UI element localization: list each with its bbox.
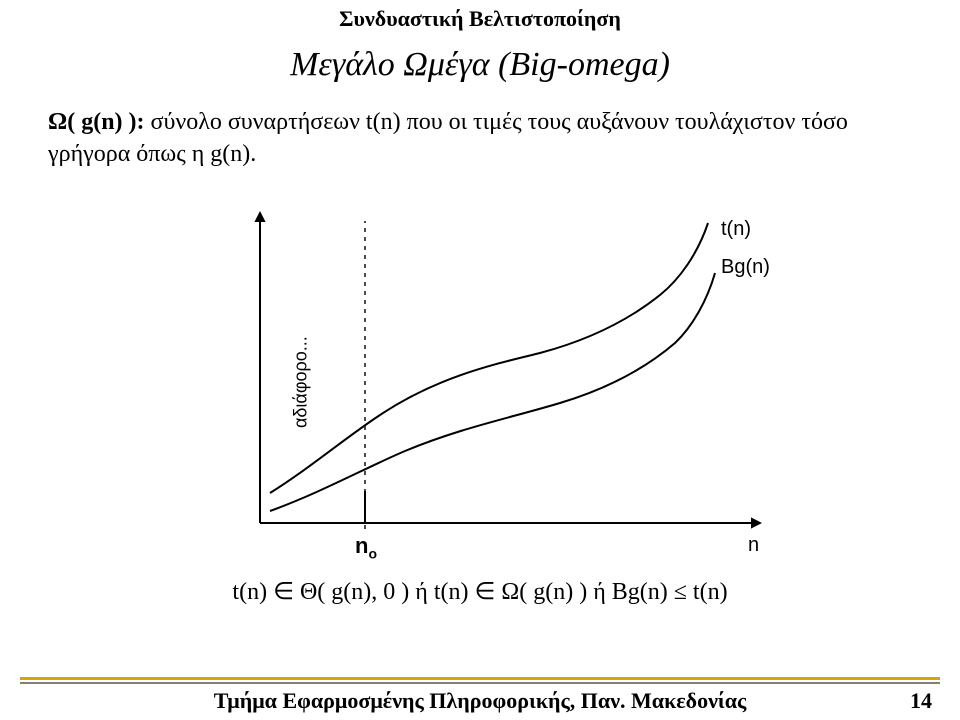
n0-label: no: [355, 533, 377, 561]
footer-text: Τμήμα Εφαρμοσμένης Πληροφορικής, Παν. Μα…: [0, 688, 960, 714]
svg-text:αδιάφορο...: αδιάφορο...: [291, 336, 311, 428]
svg-text:Bg(n): Bg(n): [721, 256, 770, 278]
slide-title: Μεγάλο Ωμέγα (Big-omega): [0, 46, 960, 84]
chart-svg: t(n) Bg(n) n αδιάφορο...: [170, 193, 790, 563]
definition-lhs: Ω( g(n) ):: [48, 109, 151, 135]
definition-body: σύνολο συναρτήσεων t(n) που οι τιμές του…: [48, 109, 848, 167]
svg-text:n: n: [748, 534, 759, 556]
eq-part-c: Ω( g(n) ) ή Bg(n): [495, 579, 673, 605]
eq-in-2: ∈: [474, 579, 495, 605]
definition-text: Ω( g(n) ): σύνολο συναρτήσεων t(n) που ο…: [48, 106, 912, 171]
footer-divider-top: [20, 677, 940, 680]
equation-line: t(n) ∈ Θ( g(n), 0 ) ή t(n) ∈ Ω( g(n) ) ή…: [0, 577, 960, 606]
footer-divider-shadow: [20, 682, 940, 684]
svg-text:t(n): t(n): [721, 218, 751, 240]
n0-letter: n: [355, 533, 368, 558]
eq-part-b: Θ( g(n), 0 ) ή t(n): [294, 579, 475, 605]
eq-part-d: t(n): [687, 579, 728, 605]
eq-le: ≤: [674, 579, 687, 605]
big-omega-chart: t(n)Bg(n)nαδιάφορο... no: [170, 193, 790, 563]
page-header: Συνδυαστική Βελτιστοποίηση: [0, 0, 960, 32]
page-number: 14: [910, 688, 932, 714]
n0-subscript: o: [368, 545, 377, 561]
eq-in-1: ∈: [273, 579, 294, 605]
eq-part-a: t(n): [232, 579, 273, 605]
